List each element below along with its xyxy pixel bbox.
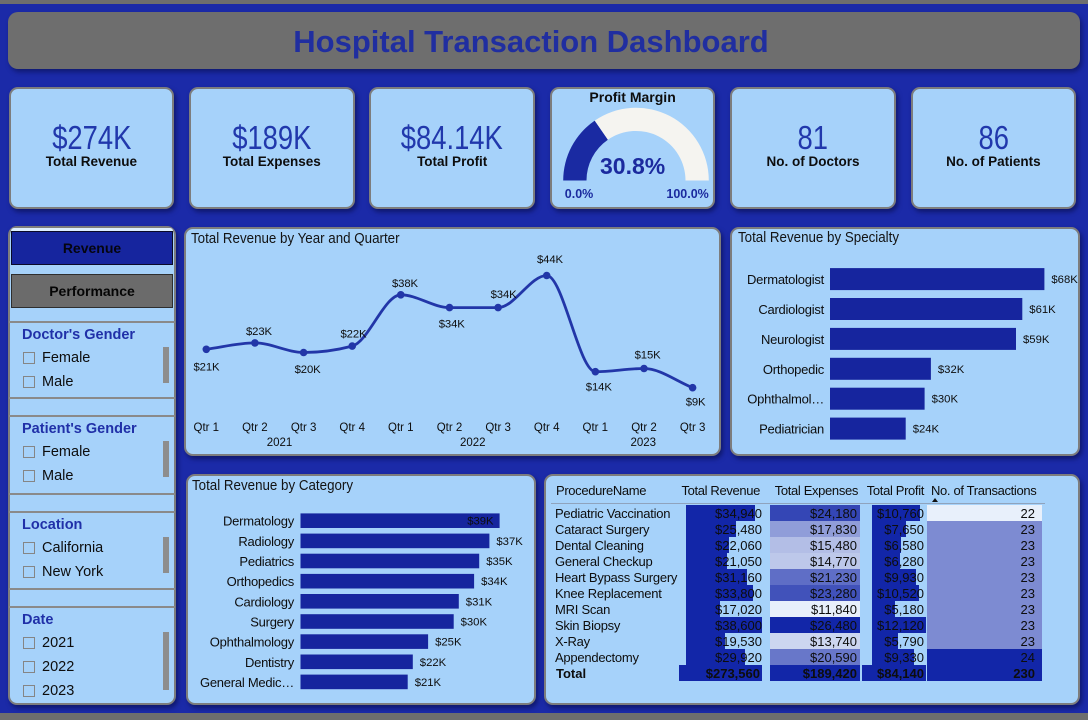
svg-text:$34K: $34K: [439, 319, 466, 331]
svg-text:$32K: $32K: [938, 364, 965, 376]
svg-text:$23K: $23K: [246, 326, 273, 338]
svg-text:2021: 2021: [267, 437, 293, 449]
svg-text:Orthopedics: Orthopedics: [227, 574, 295, 589]
svg-text:$22K: $22K: [420, 657, 447, 669]
svg-text:2023: 2023: [631, 437, 657, 449]
svg-text:Pediatrics: Pediatrics: [239, 554, 294, 569]
svg-text:$34K: $34K: [481, 576, 508, 588]
svg-text:$38K: $38K: [392, 278, 419, 290]
svg-text:Neurologist: Neurologist: [761, 332, 825, 347]
svg-text:$35K: $35K: [486, 556, 513, 568]
svg-text:Qtr 3: Qtr 3: [291, 422, 317, 434]
svg-text:Qtr 2: Qtr 2: [631, 422, 657, 434]
svg-text:$25K: $25K: [435, 637, 462, 649]
svg-text:$9K: $9K: [686, 397, 706, 409]
svg-text:$30K: $30K: [461, 617, 488, 629]
svg-text:$22K: $22K: [341, 329, 368, 341]
svg-text:General Medic…: General Medic…: [200, 675, 294, 690]
svg-text:Qtr 3: Qtr 3: [485, 422, 511, 434]
svg-text:Orthopedic: Orthopedic: [763, 362, 825, 377]
svg-text:Dermatology: Dermatology: [223, 514, 295, 529]
svg-text:Dentistry: Dentistry: [245, 655, 295, 670]
svg-text:$30K: $30K: [932, 394, 959, 406]
svg-text:$14K: $14K: [586, 382, 613, 394]
svg-text:$44K: $44K: [537, 254, 564, 266]
svg-text:$59K: $59K: [1023, 334, 1050, 346]
svg-text:Qtr 4: Qtr 4: [339, 422, 365, 434]
svg-text:$31K: $31K: [466, 596, 493, 608]
svg-text:$21K: $21K: [415, 677, 442, 689]
svg-text:$21K: $21K: [194, 362, 221, 374]
svg-text:$61K: $61K: [1029, 304, 1056, 316]
svg-text:Radiology: Radiology: [238, 534, 294, 549]
svg-text:Qtr 2: Qtr 2: [242, 422, 268, 434]
svg-text:$37K: $37K: [496, 536, 523, 548]
svg-text:$20K: $20K: [295, 364, 322, 376]
svg-text:Qtr 1: Qtr 1: [388, 422, 414, 434]
svg-text:Qtr 3: Qtr 3: [680, 422, 706, 434]
svg-text:Qtr 2: Qtr 2: [437, 422, 463, 434]
svg-text:Pediatrician: Pediatrician: [759, 422, 824, 437]
svg-text:$34K: $34K: [491, 289, 518, 301]
svg-text:2022: 2022: [460, 437, 486, 449]
svg-text:Ophthalmol…: Ophthalmol…: [747, 392, 824, 407]
svg-text:Surgery: Surgery: [250, 615, 295, 630]
svg-text:Qtr 4: Qtr 4: [534, 422, 560, 434]
svg-text:$39K: $39K: [467, 516, 494, 528]
svg-text:Ophthalmology: Ophthalmology: [210, 635, 295, 650]
svg-text:Cardiologist: Cardiologist: [758, 302, 824, 317]
svg-text:$24K: $24K: [913, 424, 940, 436]
svg-text:Qtr 1: Qtr 1: [194, 422, 220, 434]
svg-text:Dermatologist: Dermatologist: [747, 272, 825, 287]
svg-text:$15K: $15K: [635, 350, 662, 362]
svg-text:Cardiology: Cardiology: [234, 594, 294, 609]
svg-text:$68K: $68K: [1051, 274, 1078, 286]
svg-text:Qtr 1: Qtr 1: [583, 422, 609, 434]
